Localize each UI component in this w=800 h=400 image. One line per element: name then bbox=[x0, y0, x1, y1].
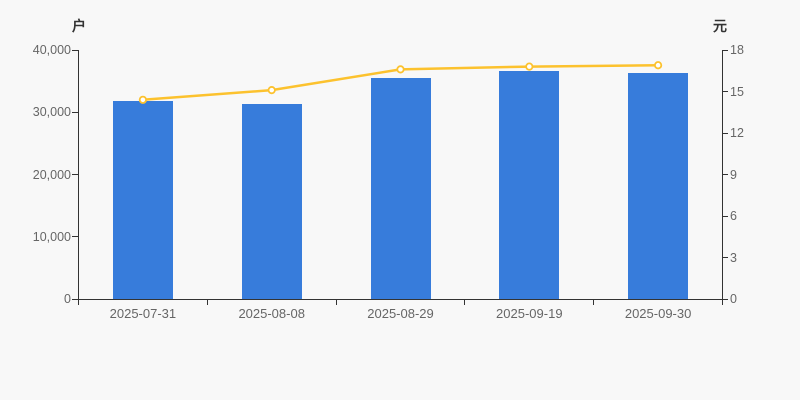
bar[interactable] bbox=[628, 73, 689, 299]
x-axis-line bbox=[78, 299, 723, 300]
x-axis-category-label: 2025-08-29 bbox=[367, 306, 434, 321]
bar[interactable] bbox=[241, 104, 302, 299]
x-axis-category-label: 2025-09-19 bbox=[496, 306, 563, 321]
x-axis-tick bbox=[206, 299, 208, 305]
x-axis-tick bbox=[78, 299, 79, 305]
data-point-marker[interactable] bbox=[653, 61, 663, 70]
left-axis-unit-label: 户 bbox=[72, 18, 86, 34]
y-axis-tick-label-right: 9 bbox=[730, 167, 737, 182]
bar[interactable] bbox=[499, 70, 560, 299]
y-axis-line-left bbox=[78, 50, 79, 300]
y-axis-tick-label-right: 12 bbox=[730, 126, 744, 140]
y-axis-tick-left bbox=[72, 298, 78, 300]
y-axis-tick-right bbox=[722, 49, 728, 51]
bar[interactable] bbox=[370, 78, 431, 299]
y-axis-line-right bbox=[722, 50, 723, 300]
x-axis-tick bbox=[335, 299, 337, 305]
data-point-marker[interactable] bbox=[267, 86, 276, 95]
y-axis-tick-label-left: 0 bbox=[64, 292, 71, 306]
right-axis-unit-label: 元 bbox=[713, 18, 727, 34]
y-axis-tick-label-left: 20,000 bbox=[32, 167, 71, 182]
y-axis-tick-left bbox=[72, 111, 78, 113]
y-axis-tick-label-right: 6 bbox=[730, 209, 737, 223]
data-point-marker[interactable] bbox=[525, 62, 534, 71]
y-axis-tick-right bbox=[722, 91, 728, 92]
y-axis-tick-left bbox=[72, 174, 78, 175]
x-axis-tick bbox=[593, 299, 595, 305]
y-axis-tick-right bbox=[722, 298, 728, 300]
y-axis-tick-label-right: 18 bbox=[730, 43, 744, 57]
x-axis-category-label: 2025-08-08 bbox=[238, 306, 305, 321]
x-axis-category-label: 2025-09-30 bbox=[624, 306, 692, 321]
y-axis-tick-label-left: 40,000 bbox=[32, 43, 71, 57]
y-axis-tick-right bbox=[722, 174, 728, 175]
data-point-marker[interactable] bbox=[138, 95, 147, 104]
y-axis-tick-label-left: 30,000 bbox=[32, 105, 71, 120]
x-axis-tick bbox=[464, 299, 466, 305]
y-axis-tick-label-right: 15 bbox=[730, 84, 744, 99]
y-axis-tick-right bbox=[722, 215, 728, 217]
y-axis-tick-label-right: 0 bbox=[730, 292, 737, 306]
bar[interactable] bbox=[112, 101, 173, 299]
y-axis-tick-right bbox=[722, 132, 728, 134]
x-axis-tick bbox=[722, 299, 723, 305]
data-point-marker[interactable] bbox=[396, 65, 405, 74]
y-axis-tick-label-right: 3 bbox=[730, 250, 737, 265]
y-axis-tick-left bbox=[72, 49, 78, 51]
x-axis-category-label: 2025-07-31 bbox=[109, 306, 177, 321]
y-axis-tick-right bbox=[722, 257, 728, 258]
y-axis-tick-label-left: 10,000 bbox=[32, 229, 71, 244]
y-axis-tick-left bbox=[72, 236, 78, 238]
